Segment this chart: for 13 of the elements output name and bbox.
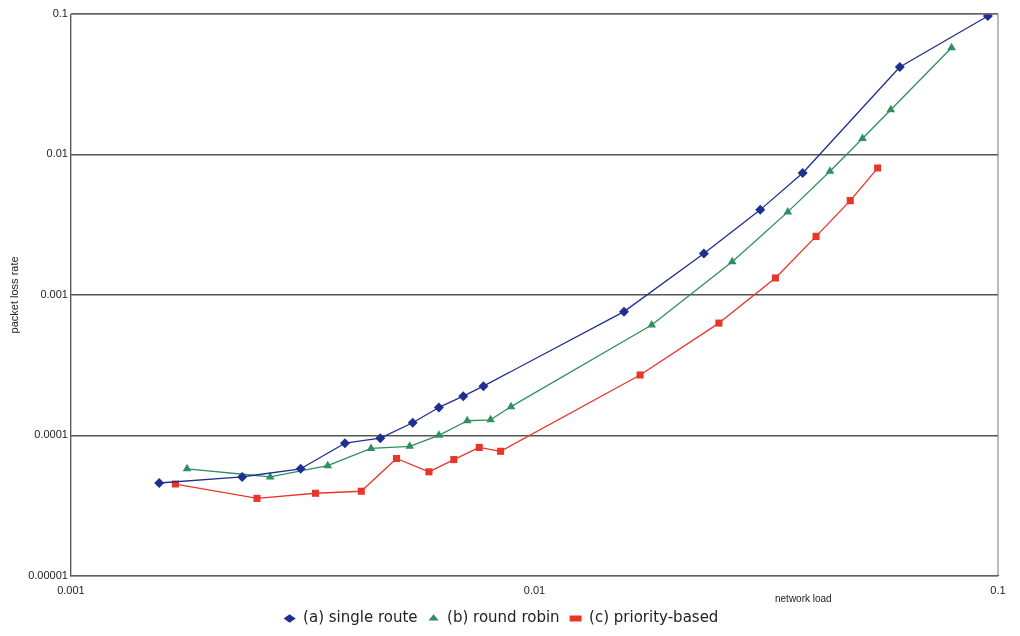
y-tick-label: 0.1 [52, 7, 68, 20]
x-tick-label: 0.01 [523, 584, 546, 597]
x-axis-title: network load [774, 592, 832, 604]
x-tick-label: 0.1 [990, 584, 1006, 597]
legend-label: (b) round robin [447, 608, 560, 627]
y-tick-label: 0.001 [40, 287, 68, 300]
legend-label: (c) priority-based [589, 608, 719, 627]
y-axis-title: packet loss rate [7, 256, 20, 334]
x-tick-label: 0.001 [57, 584, 85, 597]
y-tick-label: 0.0001 [34, 428, 68, 441]
legend-label: (a) single route [303, 608, 418, 627]
y-tick-label: 0.01 [46, 147, 68, 160]
y-tick-label: 0.00001 [28, 568, 68, 581]
